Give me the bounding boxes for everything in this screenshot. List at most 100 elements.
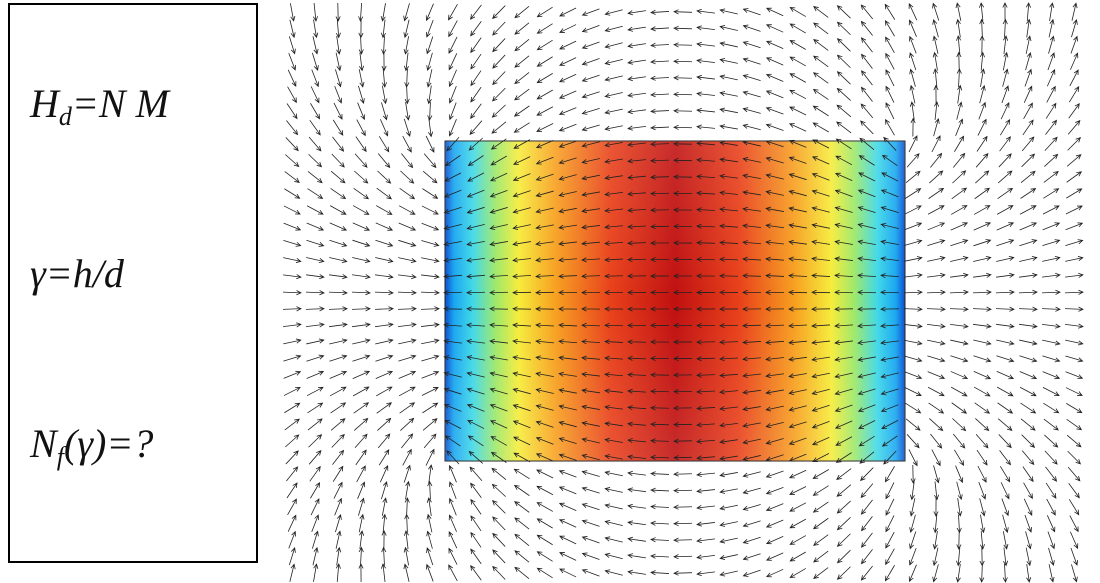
field-arrow	[443, 306, 463, 312]
field-arrow	[311, 52, 319, 71]
field-arrow	[512, 404, 531, 412]
field-arrow	[428, 118, 434, 138]
field-arrow	[443, 240, 462, 247]
field-arrow	[283, 322, 302, 328]
field-arrow	[448, 481, 457, 500]
field-arrow	[719, 273, 739, 279]
field-arrow	[403, 3, 410, 22]
field-arrow	[1021, 434, 1036, 448]
field-arrow	[789, 568, 806, 579]
field-arrow	[357, 102, 366, 121]
field-arrow	[425, 135, 435, 153]
field-arrow	[927, 339, 946, 346]
field-arrow	[765, 140, 784, 148]
field-arrow	[834, 256, 853, 262]
field-arrow	[927, 323, 946, 329]
field-arrow	[422, 188, 439, 199]
field-arrow	[1043, 418, 1059, 431]
field-arrow	[650, 108, 670, 114]
field-arrow	[996, 255, 1015, 262]
field-arrow	[1064, 306, 1084, 312]
field-arrow	[627, 257, 647, 263]
field-arrow	[742, 273, 762, 279]
field-arrow	[834, 404, 853, 412]
field-arrow	[284, 402, 301, 414]
field-arrow	[559, 40, 577, 50]
eq-text: N	[30, 421, 57, 466]
field-arrow	[650, 339, 670, 345]
field-arrow	[742, 90, 761, 98]
field-arrow	[836, 87, 851, 101]
field-arrow	[604, 519, 623, 526]
field-arrow	[883, 136, 897, 151]
field-arrow	[490, 172, 508, 182]
field-arrow	[558, 339, 578, 345]
field-arrow	[719, 323, 739, 329]
field-arrow	[512, 306, 532, 312]
field-arrow	[1049, 2, 1055, 21]
field-arrow	[1048, 18, 1055, 38]
field-arrow	[627, 322, 647, 328]
field-arrow	[336, 36, 342, 55]
field-arrow	[880, 356, 899, 362]
field-arrow	[512, 190, 531, 198]
field-arrow	[973, 222, 992, 231]
field-arrow	[719, 107, 738, 114]
field-arrow	[1042, 239, 1061, 247]
field-arrow	[929, 170, 944, 184]
field-arrow	[978, 481, 987, 500]
field-arrow	[742, 372, 761, 379]
field-arrow	[1047, 52, 1055, 71]
field-arrow	[857, 356, 876, 362]
field-arrow	[765, 24, 784, 33]
field-arrow	[399, 402, 416, 414]
field-arrow	[558, 174, 577, 181]
field-arrow	[558, 191, 577, 198]
field-arrow	[1002, 2, 1008, 22]
field-arrow	[1019, 205, 1037, 215]
field-arrow	[673, 75, 693, 81]
field-arrow	[1048, 564, 1055, 583]
field-arrow	[1002, 18, 1008, 38]
field-arrow	[283, 338, 302, 345]
field-arrow	[997, 170, 1013, 184]
field-arrow	[765, 289, 785, 295]
field-arrow	[909, 498, 916, 517]
field-arrow	[950, 323, 969, 329]
field-arrow	[426, 85, 432, 105]
field-arrow	[1046, 515, 1056, 533]
field-arrow	[719, 455, 738, 461]
field-arrow	[627, 76, 646, 82]
field-arrow	[443, 257, 462, 263]
field-arrow	[788, 323, 808, 329]
field-arrow	[443, 403, 462, 412]
field-arrow	[788, 256, 807, 262]
field-arrow	[420, 290, 440, 296]
field-arrow	[352, 322, 371, 328]
field-arrow	[696, 521, 715, 527]
field-arrow	[558, 486, 577, 495]
field-arrow	[910, 117, 916, 137]
field-arrow	[627, 59, 646, 65]
field-arrow	[312, 36, 319, 55]
field-arrow	[357, 481, 366, 499]
field-arrow	[402, 448, 412, 466]
field-arrow	[765, 156, 784, 164]
field-arrow	[858, 172, 876, 182]
field-arrow	[696, 74, 715, 80]
field-arrow	[812, 501, 829, 513]
field-arrow	[696, 273, 716, 279]
field-arrow	[335, 514, 342, 533]
field-arrow	[448, 36, 458, 54]
field-arrow	[765, 190, 784, 196]
field-arrow	[955, 118, 964, 136]
field-arrow	[860, 4, 874, 20]
field-arrow	[909, 514, 916, 534]
field-arrow	[650, 141, 670, 147]
field-arrow	[627, 388, 647, 394]
field-arrow	[1042, 339, 1061, 346]
field-arrow	[742, 190, 761, 196]
field-arrow	[425, 3, 434, 22]
field-arrow	[996, 239, 1015, 247]
field-arrow	[1069, 515, 1079, 533]
